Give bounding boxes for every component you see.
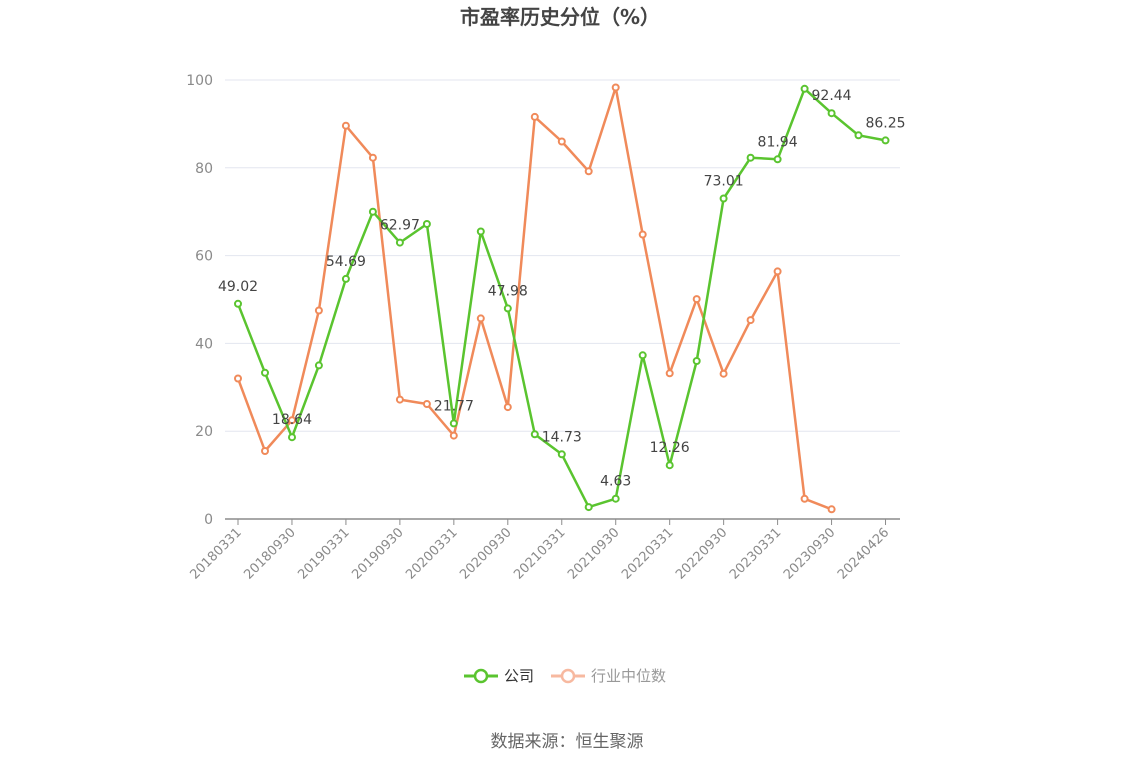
- data-point-company: [341, 274, 350, 283]
- data-point-company: [557, 450, 566, 459]
- x-tick-label: 20200331: [403, 525, 460, 582]
- data-point-industry-median: [368, 153, 377, 162]
- source-text: 数据来源：恒生聚源: [491, 732, 644, 752]
- legend-item-company[interactable]: 公司: [464, 667, 534, 685]
- data-label: 12.26: [650, 440, 690, 456]
- data-label: 92.44: [812, 88, 852, 104]
- data-point-industry-median: [665, 369, 674, 378]
- data-label: 54.69: [326, 254, 366, 270]
- data-label: 21.77: [434, 398, 474, 414]
- data-point-company: [611, 494, 620, 503]
- legend: 公司 行业中位数: [464, 667, 666, 685]
- data-label: 14.73: [542, 429, 582, 445]
- data-point-industry-median: [503, 403, 512, 412]
- x-tick-label: 20210331: [511, 525, 568, 582]
- data-point-industry-median: [530, 112, 539, 121]
- x-tick-label: 20180930: [241, 525, 298, 582]
- data-point-company: [314, 361, 323, 370]
- series-lines: [234, 83, 890, 514]
- data-point-industry-median: [314, 306, 323, 315]
- data-point-company: [719, 194, 728, 203]
- data-point-industry-median: [611, 83, 620, 92]
- x-tick-label: 20220331: [619, 525, 676, 582]
- data-point-company: [261, 368, 269, 377]
- data-point-company: [449, 419, 458, 428]
- x-tick-label: 20220930: [673, 525, 730, 582]
- data-point-industry-median: [422, 400, 431, 408]
- y-tick-label: 0: [204, 512, 213, 528]
- x-tick-label: 20190930: [349, 525, 406, 582]
- data-label: 81.94: [758, 134, 798, 150]
- data-label: 4.63: [600, 474, 631, 490]
- data-point-industry-median: [584, 167, 593, 176]
- data-label: 62.97: [380, 218, 420, 234]
- y-tick-label: 60: [195, 249, 213, 265]
- data-point-company: [800, 84, 809, 93]
- data-point-industry-median: [773, 267, 782, 276]
- data-point-company: [638, 351, 647, 360]
- data-point-company: [665, 461, 674, 470]
- data-point-company: [584, 503, 593, 512]
- x-tick-label: 20190331: [295, 525, 352, 582]
- y-tick-label: 80: [195, 161, 213, 177]
- data-point-company: [422, 220, 431, 228]
- data-point-industry-median: [800, 494, 809, 503]
- series-line-industry-median: [236, 86, 833, 511]
- data-point-company: [368, 207, 377, 216]
- data-point-industry-median: [341, 121, 350, 130]
- data-labels: 49.02 18.64 54.69 62.97 21.77 47.98 14.73 4.63 1…: [218, 88, 906, 489]
- data-point-company: [288, 433, 296, 442]
- data-point-industry-median: [234, 374, 242, 383]
- data-label: 86.25: [865, 115, 905, 131]
- x-tick-label: 20240426: [835, 525, 892, 582]
- legend-marker-company: [473, 668, 489, 684]
- data-point-industry-median: [449, 431, 458, 440]
- legend-label-company: 公司: [504, 667, 534, 685]
- data-point-industry-median: [557, 137, 566, 146]
- x-tick-label: 20210930: [565, 525, 622, 582]
- data-point-company: [773, 155, 782, 164]
- data-point-company: [234, 299, 242, 308]
- data-point-industry-median: [476, 314, 485, 323]
- data-point-industry-median: [827, 505, 836, 514]
- data-label: 73.01: [704, 173, 744, 189]
- data-point-industry-median: [719, 369, 728, 378]
- data-point-industry-median: [638, 230, 647, 239]
- data-point-industry-median: [288, 416, 296, 425]
- legend-item-industry-median[interactable]: 行业中位数: [551, 667, 666, 685]
- data-point-company: [530, 430, 539, 439]
- data-point-company: [692, 357, 701, 365]
- data-label: 47.98: [488, 283, 528, 299]
- x-tick-label: 20230930: [781, 525, 838, 582]
- y-tick-label: 20: [195, 424, 213, 440]
- data-point-company: [854, 131, 863, 140]
- data-point-company: [503, 304, 512, 313]
- data-point-company: [827, 109, 836, 118]
- legend-label-industry-median: 行业中位数: [591, 667, 666, 685]
- chart-title: 市盈率历史分位（%）: [460, 5, 660, 29]
- data-point-industry-median: [692, 295, 701, 304]
- y-tick-label: 40: [195, 336, 213, 352]
- y-tick-label: 100: [186, 73, 213, 89]
- x-tick-label: 20230331: [727, 525, 784, 582]
- legend-marker-industry-median: [560, 668, 576, 684]
- data-point-company: [476, 227, 485, 236]
- data-point-industry-median: [395, 395, 404, 404]
- x-tick-label: 20180331: [187, 525, 244, 582]
- data-label: 49.02: [218, 279, 258, 295]
- data-point-company: [395, 238, 404, 247]
- data-point-company: [746, 153, 755, 162]
- data-point-industry-median: [261, 447, 269, 455]
- data-point-company: [881, 136, 890, 145]
- data-point-industry-median: [746, 316, 755, 325]
- grid-lines: [225, 79, 900, 432]
- x-tick-label: 20200930: [457, 525, 514, 582]
- data-label: 18.64: [272, 412, 312, 428]
